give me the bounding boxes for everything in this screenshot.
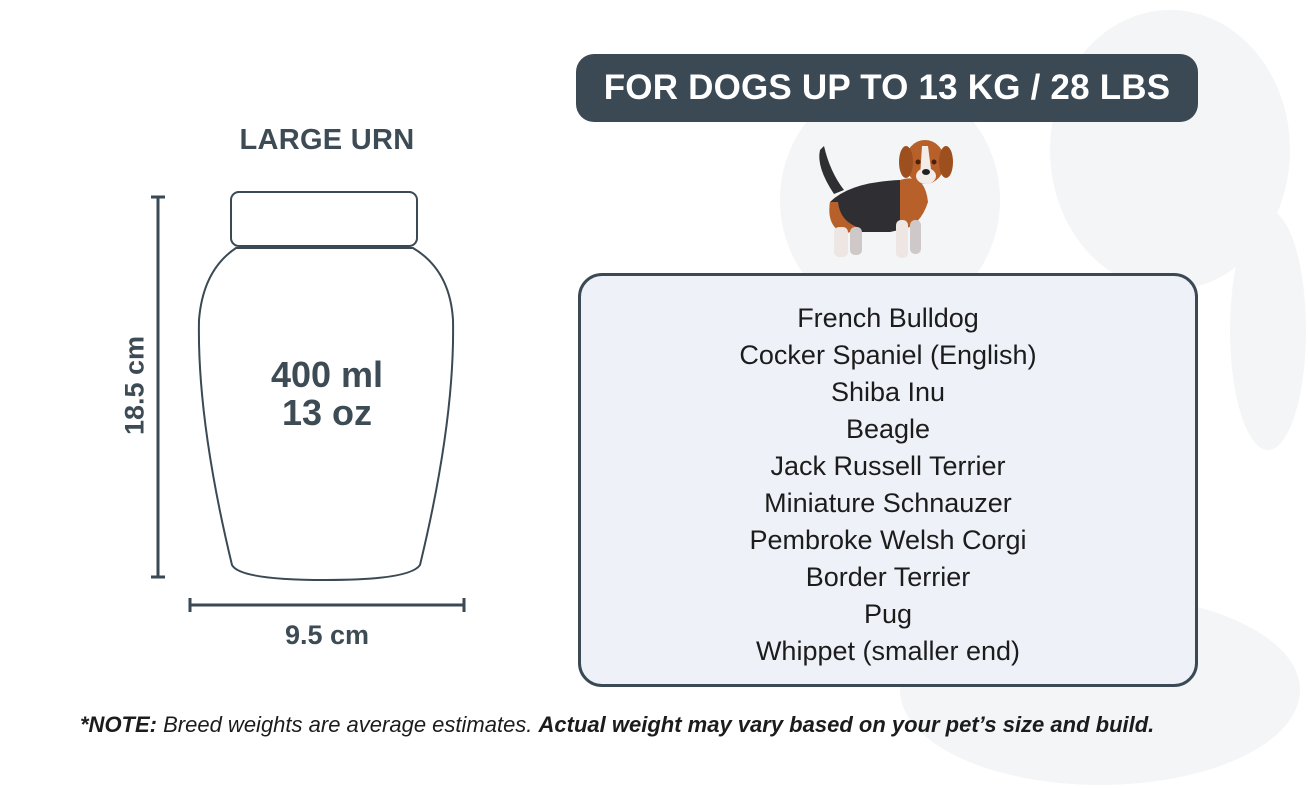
breed-item: Shiba Inu [830,377,946,407]
note-prefix: *NOTE: [80,712,157,737]
width-label: 9.5 cm [284,620,370,650]
height-dimension-line [151,195,165,579]
weight-limit-text: FOR DOGS UP TO 13 KG / 28 LBS [603,68,1171,107]
breed-list-box: French Bulldog Cocker Spaniel (English) … [578,273,1198,687]
breed-item: Cocker Spaniel (English) [739,340,1037,370]
breed-item: Border Terrier [805,562,971,592]
urn-diagram [151,191,466,612]
weight-limit-header: FOR DOGS UP TO 13 KG / 28 LBS [576,54,1198,122]
note-text: Breed weights are average estimates. [157,712,539,737]
urn-title: LARGE URN [239,124,415,156]
breed-list: French Bulldog Cocker Spaniel (English) … [581,276,1195,670]
breed-item: Pug [863,599,913,629]
width-dimension-line [188,598,466,612]
urn-lid [230,191,418,247]
disclaimer-note: *NOTE: Breed weights are average estimat… [80,712,1154,738]
beagle-dog-icon [819,140,953,258]
breed-item: Pembroke Welsh Corgi [749,525,1027,555]
volume-oz: 13 oz [281,392,373,433]
breed-item: Whippet (smaller end) [755,636,1021,666]
height-label: 18.5 cm [119,335,150,436]
breed-item: French Bulldog [797,303,979,333]
note-emphasis: Actual weight may vary based on your pet… [538,712,1155,737]
breed-item: Miniature Schnauzer [764,488,1012,518]
breed-item: Beagle [845,414,931,444]
volume-ml: 400 ml [270,354,384,395]
breed-item: Jack Russell Terrier [770,451,1006,481]
urn-body [197,247,455,582]
